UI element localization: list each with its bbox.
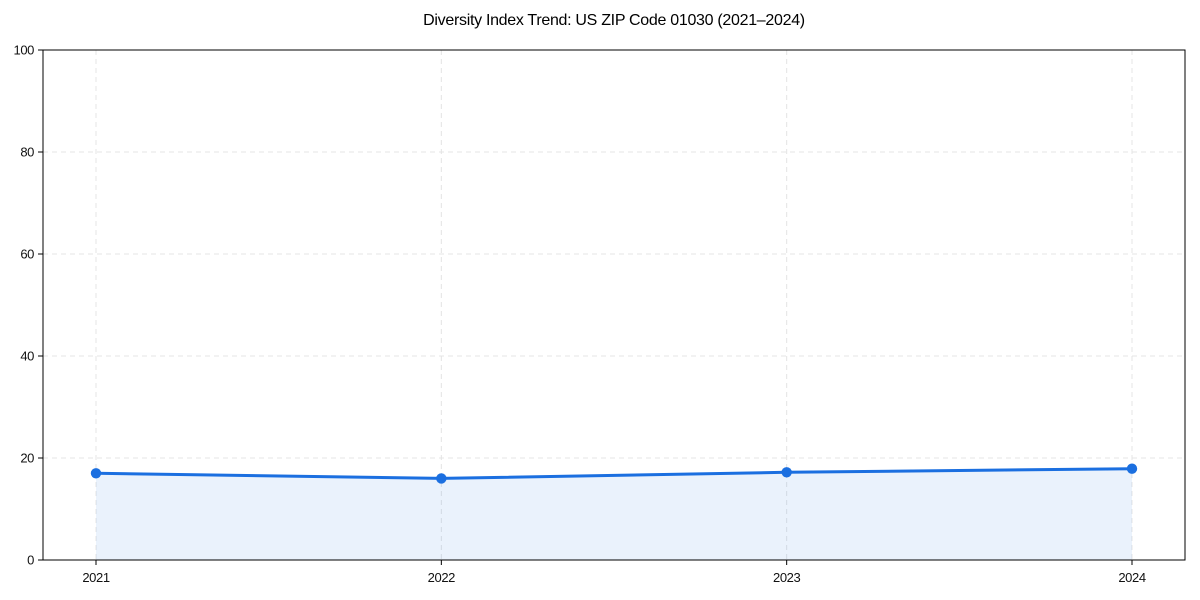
data-point-2021 (90, 468, 102, 479)
y-tick-label-20: 20 (20, 451, 34, 466)
trend-line (94, 467, 1134, 480)
data-point-2023 (781, 467, 792, 478)
chart-title: Diversity Index Trend: US ZIP Code 01030… (423, 12, 805, 29)
plot-frame (42, 49, 1186, 561)
y-tick-label-80: 80 (20, 145, 34, 160)
area-fill (96, 468, 1132, 560)
data-point-2024 (1126, 463, 1138, 474)
y-tick-label-60: 60 (20, 247, 34, 262)
y-tick-label-100: 100 (14, 43, 35, 58)
data-point-2022 (436, 473, 447, 484)
x-tick-label-2024: 2024 (1118, 570, 1145, 585)
y-tick-label-40: 40 (20, 349, 34, 364)
x-tick-label-2022: 2022 (428, 570, 455, 585)
y-tick-label-0: 0 (27, 553, 34, 568)
x-tick-label-2021: 2021 (82, 570, 109, 585)
x-tick-label-2023: 2023 (773, 570, 800, 585)
